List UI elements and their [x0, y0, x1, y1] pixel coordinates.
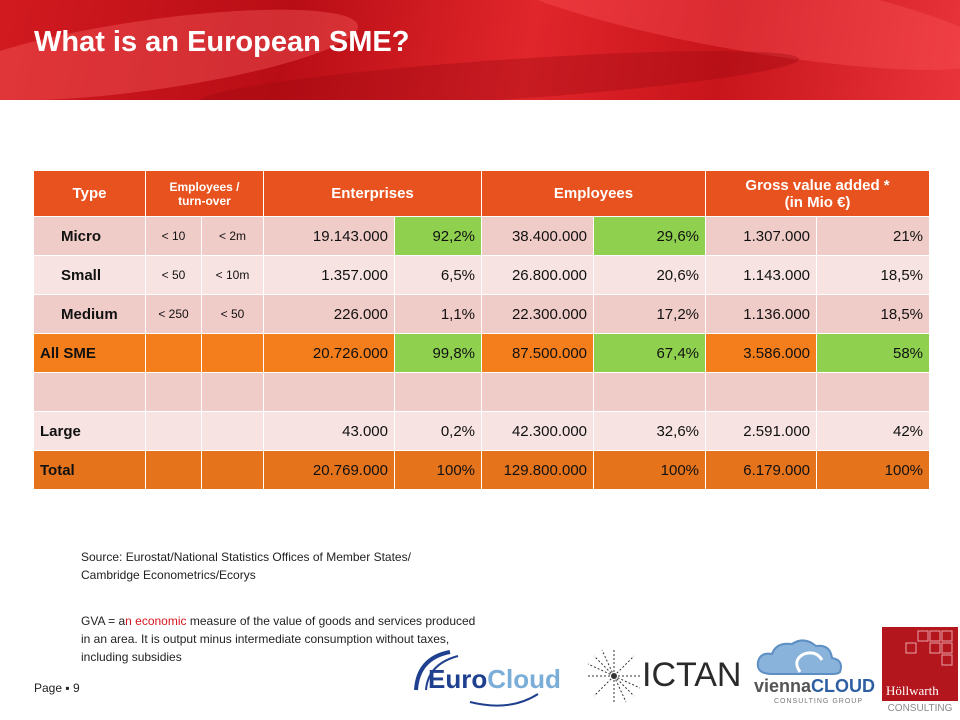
row-enterprises: 1.357.000 — [263, 255, 395, 295]
row-gva-pct — [816, 372, 931, 412]
source-note: Source: Eurostat/National Statistics Off… — [81, 548, 411, 584]
row-employees: 22.300.000 — [481, 294, 595, 334]
row-employees-limit: < 10 — [145, 216, 202, 256]
row-gva-pct: 21% — [816, 216, 931, 256]
ictan-starburst-icon — [586, 648, 642, 704]
header-banner: What is an European SME? — [0, 0, 960, 100]
table-row: Large 43.000 0,2% 42.300.000 32,6% 2.591… — [33, 411, 931, 451]
table-row: Micro < 10 < 2m 19.143.000 92,2% 38.400.… — [33, 216, 931, 256]
row-employees-pct — [593, 372, 707, 412]
row-type: Medium — [33, 294, 146, 334]
row-enterprises-pct: 92,2% — [393, 216, 483, 256]
ictan-wordmark: ICTAN — [642, 656, 742, 694]
eurocloud-logo: EuroCloud — [410, 644, 561, 710]
hollwarth-logo: Höllwarth CONSULTING — [882, 627, 958, 717]
row-enterprises: 20.769.000 — [263, 450, 395, 490]
row-employees-limit — [145, 411, 202, 451]
row-gva: 1.136.000 — [705, 294, 818, 334]
row-employees-pct: 67,4% — [593, 333, 707, 373]
row-enterprises-pct: 100% — [393, 450, 483, 490]
row-turnover-limit — [201, 450, 264, 490]
row-employees-pct: 20,6% — [593, 255, 707, 295]
source-line-1: Source: Eurostat/National Statistics Off… — [81, 550, 411, 564]
row-employees-limit — [145, 333, 202, 373]
header-enterprises: Enterprises — [262, 170, 483, 217]
viennacloud-logo: viennaCLOUD CONSULTING GROUP — [752, 638, 877, 710]
row-enterprises: 43.000 — [263, 411, 395, 451]
row-enterprises: 19.143.000 — [263, 216, 395, 256]
table-row: Medium < 250 < 50 226.000 1,1% 22.300.00… — [33, 294, 931, 334]
row-gva-pct: 100% — [816, 450, 931, 490]
row-gva-pct: 18,5% — [816, 294, 931, 334]
row-enterprises-pct: 1,1% — [393, 294, 483, 334]
row-employees-pct: 29,6% — [593, 216, 707, 256]
row-employees-limit — [145, 450, 202, 490]
row-turnover-limit — [201, 333, 264, 373]
sme-table: Type Employees / turn-over Enterprises Em… — [33, 170, 931, 490]
row-gva-pct: 42% — [816, 411, 931, 451]
gva-text-post: measure of the value of goods and servic… — [81, 614, 476, 664]
row-gva-pct: 58% — [816, 333, 931, 373]
header-gva: Gross value added * (in Mio €) — [705, 170, 931, 217]
row-employees-pct: 17,2% — [593, 294, 707, 334]
row-employees-limit: < 250 — [145, 294, 202, 334]
header-type: Type — [33, 170, 146, 217]
header-employees-turnover: Employees / turn-over — [145, 170, 264, 217]
row-employees: 87.500.000 — [481, 333, 595, 373]
row-enterprises-pct: 0,2% — [393, 411, 483, 451]
row-type: Micro — [33, 216, 146, 256]
row-type: Small — [33, 255, 146, 295]
row-gva — [705, 372, 818, 412]
ictan-logo: ICTAN — [584, 646, 741, 706]
row-turnover-limit: < 10m — [201, 255, 264, 295]
table-row: Small < 50 < 10m 1.357.000 6,5% 26.800.0… — [33, 255, 931, 295]
row-gva: 3.586.000 — [705, 333, 818, 373]
gva-definition: GVA = an economic measure of the value o… — [81, 612, 481, 666]
table-row: All SME 20.726.000 99,8% 87.500.000 67,4… — [33, 333, 931, 373]
row-gva: 6.179.000 — [705, 450, 818, 490]
row-gva: 2.591.000 — [705, 411, 818, 451]
row-type: Total — [33, 450, 146, 490]
row-employees: 42.300.000 — [481, 411, 595, 451]
gva-text-highlight: n economic — [125, 614, 187, 628]
row-enterprises-pct: 99,8% — [393, 333, 483, 373]
row-enterprises — [263, 372, 395, 412]
row-enterprises: 226.000 — [263, 294, 395, 334]
table-header-row: Type Employees / turn-over Enterprises Em… — [33, 170, 931, 217]
row-type — [33, 372, 146, 412]
row-type: All SME — [33, 333, 146, 373]
row-turnover-limit: < 2m — [201, 216, 264, 256]
row-enterprises-pct: 6,5% — [393, 255, 483, 295]
table-row: Total 20.769.000 100% 129.800.000 100% 6… — [33, 450, 931, 490]
row-enterprises: 20.726.000 — [263, 333, 395, 373]
grid-squares-icon — [905, 630, 953, 666]
source-line-2: Cambridge Econometrics/Ecorys — [81, 568, 256, 582]
row-turnover-limit — [201, 411, 264, 451]
row-employees-pct: 100% — [593, 450, 707, 490]
row-type: Large — [33, 411, 146, 451]
row-gva-pct: 18,5% — [816, 255, 931, 295]
row-enterprises-pct — [393, 372, 483, 412]
cloud-icon — [756, 639, 842, 675]
row-employees-limit — [145, 372, 202, 412]
row-turnover-limit — [201, 372, 264, 412]
eurocloud-swoosh-icon — [414, 650, 539, 707]
gva-text-pre: GVA = a — [81, 614, 126, 628]
header-employees: Employees — [481, 170, 707, 217]
page-number: Page ▪ 9 — [34, 681, 80, 695]
row-employees: 38.400.000 — [481, 216, 595, 256]
page-title: What is an European SME? — [34, 26, 410, 58]
row-gva: 1.143.000 — [705, 255, 818, 295]
row-turnover-limit: < 50 — [201, 294, 264, 334]
row-employees — [481, 372, 595, 412]
row-employees-pct: 32,6% — [593, 411, 707, 451]
row-employees: 26.800.000 — [481, 255, 595, 295]
table-row — [33, 372, 931, 412]
row-gva: 1.307.000 — [705, 216, 818, 256]
row-employees-limit: < 50 — [145, 255, 202, 295]
row-employees: 129.800.000 — [481, 450, 595, 490]
